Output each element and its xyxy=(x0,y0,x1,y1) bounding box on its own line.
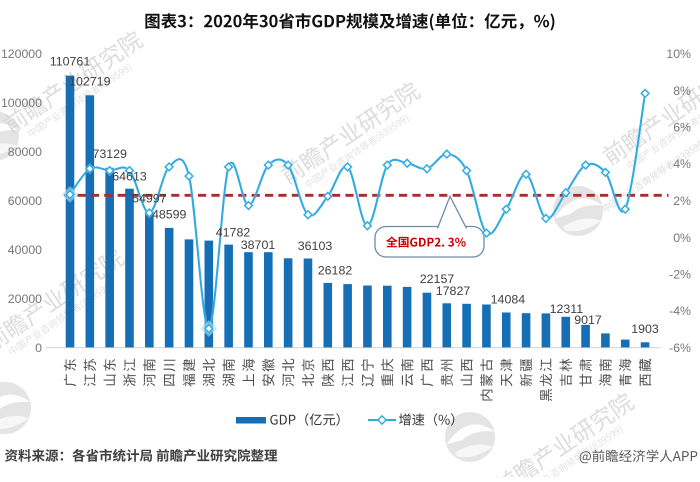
svg-text:4%: 4% xyxy=(673,157,691,171)
svg-text:6%: 6% xyxy=(673,121,691,135)
svg-text:20000: 20000 xyxy=(8,292,42,306)
svg-text:0: 0 xyxy=(35,341,42,355)
svg-text:120000: 120000 xyxy=(1,47,42,61)
svg-text:8%: 8% xyxy=(673,84,691,98)
svg-text:-4%: -4% xyxy=(669,304,691,318)
svg-text:36103: 36103 xyxy=(298,239,333,253)
svg-text:10%: 10% xyxy=(666,47,691,61)
svg-text:102719: 102719 xyxy=(69,75,110,89)
svg-text:73129: 73129 xyxy=(92,147,127,161)
svg-text:1903: 1903 xyxy=(631,322,659,336)
svg-text:26182: 26182 xyxy=(318,264,353,278)
svg-text:60000: 60000 xyxy=(8,194,42,208)
svg-text:64613: 64613 xyxy=(112,170,147,184)
svg-text:14084: 14084 xyxy=(491,293,526,307)
svg-text:2%: 2% xyxy=(673,194,691,208)
svg-text:17827: 17827 xyxy=(436,284,471,298)
svg-text:-2%: -2% xyxy=(669,268,691,282)
svg-text:9017: 9017 xyxy=(574,313,602,327)
svg-text:41782: 41782 xyxy=(216,226,251,240)
svg-text:38701: 38701 xyxy=(241,238,276,252)
svg-text:48599: 48599 xyxy=(152,207,187,221)
svg-text:54997: 54997 xyxy=(132,191,167,205)
svg-text:100000: 100000 xyxy=(1,96,42,110)
svg-text:110761: 110761 xyxy=(50,55,91,69)
svg-text:22157: 22157 xyxy=(420,272,455,286)
svg-text:40000: 40000 xyxy=(8,243,42,257)
svg-text:12311: 12311 xyxy=(550,302,584,316)
svg-text:80000: 80000 xyxy=(8,145,42,159)
svg-text:-6%: -6% xyxy=(669,341,691,355)
svg-text:0%: 0% xyxy=(673,231,691,245)
